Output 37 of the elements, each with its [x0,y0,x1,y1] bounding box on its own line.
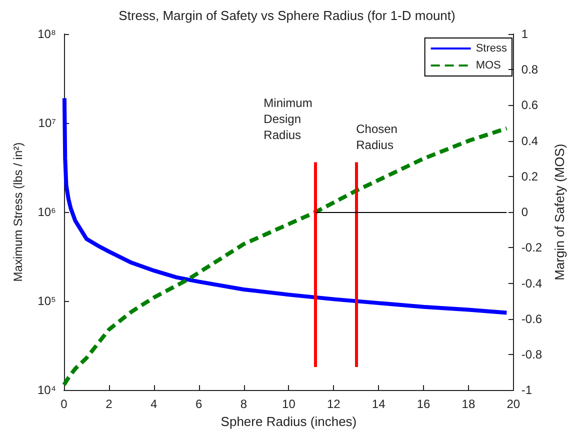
y-tick-label: 10⁵ [38,294,56,308]
x-tick-label: 10 [282,397,296,412]
chart-title: Stress, Margin of Safety vs Sphere Radius (for 1-D mount) [118,8,456,23]
x-tick-label: 20 [506,397,520,412]
y2-tick-label: 1 [521,27,528,41]
ref-line-label: Chosen Radius [356,122,401,152]
y-tick-label: 10⁸ [38,27,56,41]
y2-axis-title: Margin of Safety (MOS) [552,144,567,280]
y-tick-label: 10⁴ [37,383,56,398]
x-tick-label: 2 [106,397,113,412]
y2-tick-label: -0.8 [521,347,542,362]
y2-tick-label: 0.6 [521,98,538,112]
legend-label: MOS [476,60,501,72]
y2-tick-label: 0.4 [521,134,538,148]
y2-tick-label: -0.6 [521,312,542,326]
x-tick-label: 4 [150,397,158,412]
line-series [62,96,509,315]
x-tick-label: 6 [195,397,202,412]
y2-tick-label: -1 [521,383,532,398]
x-tick-label: 8 [240,397,248,412]
x-tick-label: 14 [372,397,386,412]
y2-tick-label: -0.2 [521,240,542,255]
y-tick-label: 10⁶ [38,205,56,220]
y2-tick-label: -0.4 [521,276,542,290]
x-tick-label: 18 [462,397,476,412]
legend-label: Stress [476,42,508,54]
x-tick-label: 16 [416,397,431,412]
x-tick-label: 12 [326,397,341,412]
x-tick-label: 0 [60,397,68,412]
y-tick-label: 10⁷ [38,116,56,130]
ref-line-label: Minimum Design Radius [264,96,316,142]
y-axis-title: Maximum Stress (lbs / in²) [11,142,25,282]
x-axis-title: Sphere Radius (inches) [220,414,357,429]
y2-tick-label: 0.8 [521,62,538,77]
y2-tick-label: 0 [521,205,528,220]
y2-tick-label: 0.2 [521,169,538,184]
line-series [62,126,509,387]
